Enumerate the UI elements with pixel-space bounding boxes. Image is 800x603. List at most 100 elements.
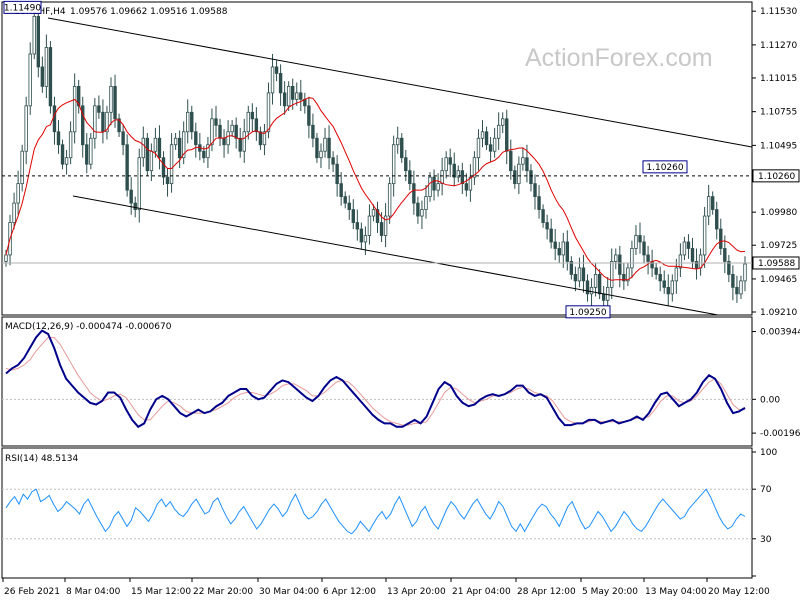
candle-81 (331, 151, 335, 172)
candle-128 (521, 147, 525, 171)
candle-body (72, 85, 77, 133)
candle-body (129, 189, 133, 204)
candle-body (359, 228, 364, 243)
candle-154 (626, 262, 630, 287)
annotation-label: 1.11490 (4, 3, 41, 13)
candle-180 (731, 265, 735, 301)
candle-70 (286, 81, 291, 112)
candle-body (351, 209, 355, 223)
candle-3 (16, 170, 20, 215)
candle-body (626, 267, 630, 282)
candle-28 (117, 113, 121, 137)
candle-171 (694, 248, 699, 280)
candle-181 (735, 275, 739, 303)
current-price-tag: 1.09588 (752, 256, 800, 270)
candle-body (408, 170, 412, 185)
candle-104 (424, 184, 428, 219)
candle-body (464, 183, 469, 191)
candle-body (666, 286, 670, 295)
watermark-text: ActionForex.com (525, 44, 713, 72)
candle-7 (32, 11, 36, 60)
candle-body (339, 183, 343, 198)
candle-117 (476, 129, 481, 171)
candle-body (40, 66, 45, 87)
candle-body (735, 286, 739, 295)
candle-63 (258, 126, 263, 150)
candle-96 (391, 135, 396, 197)
candle-body (618, 254, 622, 275)
candle-body (537, 196, 541, 210)
candle-84 (343, 191, 347, 209)
candle-body (383, 215, 388, 236)
candle-body (311, 124, 315, 139)
candle-body (513, 170, 517, 185)
candle-body (186, 111, 190, 133)
candle-body (468, 176, 473, 191)
candle-125 (509, 139, 513, 180)
candle-body (355, 222, 360, 230)
candle-body (436, 183, 440, 191)
candle-body (428, 176, 432, 198)
candle-62 (254, 107, 259, 141)
candle-body (670, 280, 675, 295)
candle-177 (719, 218, 723, 255)
candle-118 (480, 120, 485, 148)
candle-body (242, 131, 246, 152)
level-price-tag-box (752, 169, 800, 183)
candle-146 (593, 262, 598, 297)
candle-20 (85, 133, 89, 174)
candle-33 (137, 148, 141, 223)
price-annotation: 1.11490 (3, 0, 42, 14)
candle-162 (658, 266, 662, 292)
candle-9 (40, 56, 45, 93)
candle-body (226, 131, 230, 146)
candle-103 (420, 200, 424, 230)
candle-body (89, 137, 93, 165)
candle-body (173, 137, 178, 146)
candle-150 (610, 248, 614, 300)
candle-body (404, 157, 408, 172)
candle-40 (165, 168, 170, 197)
price-tick-label: 1.09465 (760, 275, 797, 285)
candle-21 (89, 133, 93, 170)
candle-body (585, 280, 590, 295)
candle-4 (20, 144, 24, 192)
candle-body (161, 157, 166, 178)
candle-26 (109, 77, 113, 126)
candle-156 (634, 225, 638, 255)
candle-144 (585, 274, 590, 302)
candle-6 (28, 42, 32, 115)
candle-body (561, 241, 565, 256)
rsi-tick-label: 30 (760, 535, 772, 545)
candle-35 (145, 133, 150, 176)
candle-79 (323, 127, 327, 158)
candle-15 (64, 149, 69, 175)
candle-138 (561, 232, 565, 268)
candle-body (662, 280, 666, 288)
candle-body (739, 280, 743, 295)
candle-130 (529, 164, 533, 192)
candle-body (117, 118, 121, 133)
candle-149 (605, 276, 610, 307)
candle-75 (307, 96, 311, 139)
candle-body (121, 131, 125, 146)
rsi-series (2, 488, 752, 540)
candle-122 (496, 112, 501, 150)
candle-body (214, 118, 218, 126)
candle-50 (206, 136, 210, 169)
candle-116 (472, 151, 477, 185)
annotation-box (565, 305, 611, 319)
candle-body (601, 293, 606, 301)
candle-body (529, 170, 533, 185)
candle-body (577, 267, 582, 282)
annotation-label: 1.09250 (569, 308, 606, 318)
annotation-box (3, 0, 42, 14)
rsi-tick-label: 100 (760, 448, 777, 458)
candle-body (400, 137, 404, 159)
moving-average-line (5, 97, 746, 281)
candle-body (181, 131, 186, 159)
candle-body (125, 144, 129, 191)
candle-body (68, 131, 73, 159)
candle-39 (161, 151, 166, 185)
candle-body (654, 267, 658, 275)
